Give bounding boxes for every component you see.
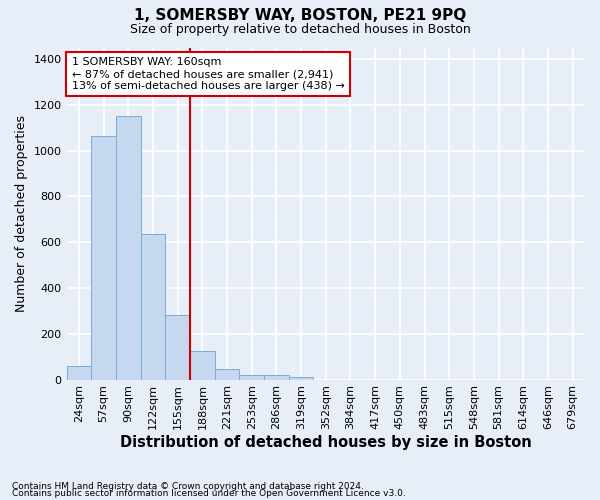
Bar bbox=[140, 234, 165, 380]
X-axis label: Distribution of detached houses by size in Boston: Distribution of detached houses by size … bbox=[120, 435, 532, 450]
Bar bbox=[215, 370, 239, 380]
Bar bbox=[67, 366, 91, 380]
Text: 1 SOMERSBY WAY: 160sqm
← 87% of detached houses are smaller (2,941)
13% of semi-: 1 SOMERSBY WAY: 160sqm ← 87% of detached… bbox=[72, 58, 344, 90]
Bar bbox=[116, 116, 140, 380]
Text: Contains HM Land Registry data © Crown copyright and database right 2024.: Contains HM Land Registry data © Crown c… bbox=[12, 482, 364, 491]
Y-axis label: Number of detached properties: Number of detached properties bbox=[15, 115, 28, 312]
Bar bbox=[264, 375, 289, 380]
Bar bbox=[239, 375, 264, 380]
Text: Size of property relative to detached houses in Boston: Size of property relative to detached ho… bbox=[130, 22, 470, 36]
Bar bbox=[165, 316, 190, 380]
Bar bbox=[289, 378, 313, 380]
Text: Contains public sector information licensed under the Open Government Licence v3: Contains public sector information licen… bbox=[12, 490, 406, 498]
Text: 1, SOMERSBY WAY, BOSTON, PE21 9PQ: 1, SOMERSBY WAY, BOSTON, PE21 9PQ bbox=[134, 8, 466, 22]
Bar bbox=[190, 351, 215, 380]
Bar bbox=[91, 136, 116, 380]
